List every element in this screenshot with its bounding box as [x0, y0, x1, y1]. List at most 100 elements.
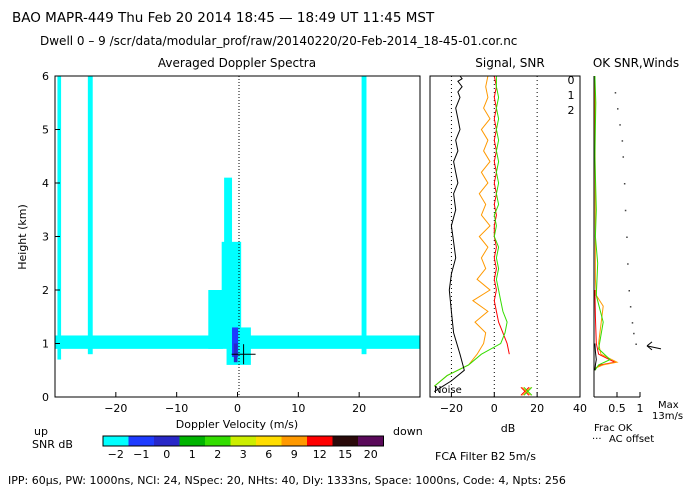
p3-ac-dot-3 — [621, 140, 624, 142]
p1-xtick-label-20: 20 — [352, 402, 366, 415]
colorbar-swatch-3 — [179, 436, 205, 446]
p3-legend-1: 1 — [568, 89, 575, 102]
p3-legend-0: 0 — [568, 74, 575, 87]
p1-ytick-label-6: 6 — [42, 70, 49, 83]
colorbar-tick-1: −1 — [133, 448, 149, 461]
doppler-spectra-panel: Averaged Doppler Spectra −20 −10 0 10 200123… — [16, 56, 423, 461]
p3-xtick-label-0: 0.5 — [608, 402, 626, 415]
colorbar-tick-10: 20 — [364, 448, 378, 461]
colorbar-tick-6: 6 — [265, 448, 272, 461]
spectra-cell-1 — [87, 76, 93, 355]
colorbar-tick-2: 0 — [163, 448, 170, 461]
spectra-cell-0 — [57, 76, 62, 360]
colorbar-swatch-10 — [358, 436, 384, 446]
p3-ac-dot-6 — [624, 209, 627, 212]
wind-barb-0-shaft — [646, 345, 662, 350]
spectra-cell-8 — [232, 327, 239, 357]
signal-snr-panel: Signal, SNR −20 0 20 40 Noise dB FCA Filter… — [429, 56, 587, 463]
header-line1: BAO MAPR-449 Thu Feb 20 2014 18:45 — 18:… — [12, 10, 435, 26]
p1-ytick-label-5: 5 — [42, 124, 49, 137]
colorbar-swatch-7 — [281, 436, 307, 446]
p3-title: OK SNR,Winds — [593, 56, 679, 70]
colorbar-swatch-1 — [128, 436, 154, 446]
p1-ytick-label-3: 3 — [42, 231, 49, 244]
p3-xtick-label-1: 1 — [637, 402, 644, 415]
colorbar-frame — [102, 435, 384, 447]
colorbar-tick-9: 15 — [338, 448, 352, 461]
p3-ac-dot-12 — [633, 332, 635, 335]
wind-barb-0-head-a — [646, 341, 653, 347]
p3-ac-dot-8 — [627, 263, 629, 265]
p3-ac-dot-1 — [617, 108, 619, 110]
p1-ytick-label-4: 4 — [42, 177, 49, 190]
p2-series-0 — [493, 75, 510, 355]
p2-series-1 — [433, 75, 491, 387]
ok-snr-winds-panel: OK SNR,Winds 012 0.5 1 Max 13m/s Frac OK … — [568, 56, 684, 445]
spectra-cell-4 — [221, 241, 242, 344]
p1-xtick-label-10: 10 — [291, 402, 305, 415]
colorbar-swatch-5 — [230, 436, 256, 446]
p2-series-2 — [433, 76, 508, 387]
footer-params: IPP: 60μs, PW: 1000ns, NCI: 24, NSpec: 2… — [8, 474, 566, 487]
p2-title: Signal, SNR — [475, 56, 544, 70]
p1-ylabel: Height (km) — [16, 204, 29, 270]
p3-legend-2: 2 — [568, 104, 575, 117]
colorbar-tick-4: 2 — [214, 448, 221, 461]
p3-ac-dot-10 — [629, 306, 632, 308]
colorbar-tick-0: −2 — [108, 448, 124, 461]
p2-marker-0-b0 — [520, 386, 530, 396]
p3-ac-dot-0 — [614, 92, 617, 94]
colorbar-label: SNR dB — [32, 438, 73, 451]
p2-series-Noise — [434, 75, 465, 393]
p1-xtick-label-0: 0 — [234, 402, 241, 415]
colorbar-tick-3: 1 — [189, 448, 196, 461]
header-line2: Dwell 0 – 9 /scr/data/modular_prof/raw/2… — [40, 34, 517, 48]
p1-ytick-label-1: 1 — [42, 338, 49, 351]
colorbar-swatch-6 — [256, 436, 282, 446]
p1-up-label: up — [34, 425, 48, 438]
colorbar-swatch-9 — [332, 436, 358, 446]
p2-xtick-label-0: 0 — [491, 402, 498, 415]
p1-xtick-label--10: −10 — [165, 402, 188, 415]
colorbar-swatch-4 — [205, 436, 231, 446]
p3-ac-dot-4 — [622, 156, 625, 158]
p3-max-label: Max — [658, 400, 679, 411]
colorbar-swatch-0 — [103, 436, 129, 446]
p3-xlabel: Frac OK — [594, 423, 633, 434]
p3-ac-dot-9 — [628, 290, 630, 292]
p1-xlabel: Doppler Velocity (m/s) — [176, 418, 298, 431]
p1-down-label: down — [393, 425, 423, 438]
p3-ac-offset-marker: ··· — [592, 434, 602, 445]
fca-filter-label: FCA Filter B2 5m/s — [435, 450, 536, 463]
p3-ac-offset-label: AC offset — [609, 434, 654, 445]
p1-title: Averaged Doppler Spectra — [158, 56, 316, 70]
spectra-cell-9 — [233, 343, 238, 363]
p2-xtick-label--20: −20 — [440, 402, 463, 415]
spectra-cell-5 — [208, 290, 223, 349]
p1-ytick-label-0: 0 — [42, 391, 49, 404]
p3-ac-dot-13 — [635, 343, 637, 345]
colorbar-swatch-8 — [307, 436, 333, 446]
p3-series-2 — [594, 75, 611, 371]
p2-xtick-label-20: 20 — [530, 402, 544, 415]
p3-ac-dot-7 — [626, 236, 628, 238]
wind-barb-0-head-b — [646, 345, 653, 351]
p3-ac-dot-5 — [623, 183, 626, 185]
colorbar-swatch-2 — [154, 436, 180, 446]
p2-marker-0-b1 — [522, 386, 531, 396]
p2-xlabel: dB — [501, 422, 516, 435]
p1-ytick-label-2: 2 — [42, 284, 49, 297]
spectra-cell-3 — [224, 177, 233, 307]
p2-noise-label: Noise — [434, 385, 462, 396]
p2-xtick-label-40: 40 — [573, 402, 587, 415]
p3-series-AC — [594, 343, 597, 371]
colorbar-tick-7: 9 — [291, 448, 298, 461]
p2-marker-0-b2 — [523, 386, 533, 396]
p2-frame — [429, 75, 581, 398]
p1-xtick-label--20: −20 — [104, 402, 127, 415]
p3-ac-dot-2 — [619, 124, 621, 126]
colorbar-tick-8: 12 — [313, 448, 327, 461]
spectra-cell-2 — [361, 76, 367, 355]
p3-max-value: 13m/s — [652, 411, 683, 422]
